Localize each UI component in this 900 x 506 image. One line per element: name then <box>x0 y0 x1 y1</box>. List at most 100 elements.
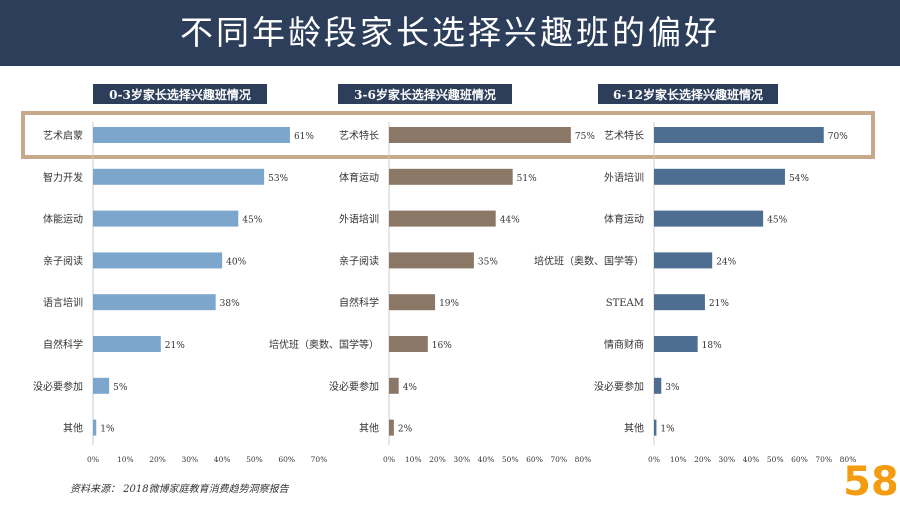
tick-label: 0% <box>383 455 395 464</box>
bar <box>389 419 394 436</box>
category-label: 其他 <box>359 422 379 435</box>
source-note: 资料来源： 2018微博家庭教育消费趋势洞察报告 <box>70 484 289 495</box>
bar <box>654 210 764 227</box>
category-label: 艺术启蒙 <box>43 129 83 142</box>
category-label: 亲子阅读 <box>339 254 379 267</box>
category-label: 体能运动 <box>43 213 83 226</box>
tick-label: 70% <box>815 455 832 464</box>
bar <box>93 377 110 394</box>
value-label: 21% <box>709 299 729 309</box>
category-label: 体育运动 <box>339 171 379 184</box>
tick-label: 20% <box>149 455 166 464</box>
value-label: 1% <box>100 425 115 435</box>
value-label: 24% <box>716 257 736 267</box>
bar <box>654 294 705 311</box>
category-label: 培优班（奥数、国学等） <box>269 338 379 351</box>
panel-title-bg <box>93 84 267 104</box>
value-label: 5% <box>113 383 128 393</box>
tick-label: 60% <box>278 455 295 464</box>
bar <box>93 127 290 143</box>
value-label: 70% <box>828 132 848 142</box>
panel-title: 6-12岁家长选择兴趣班情况 <box>613 87 763 102</box>
tick-label: 30% <box>453 455 470 464</box>
tick-label: 40% <box>478 455 495 464</box>
value-label: 1% <box>660 425 675 435</box>
tick-label: 0% <box>87 455 99 464</box>
category-label: 外语培训 <box>339 213 379 226</box>
tick-label: 10% <box>670 455 687 464</box>
category-label: 外语培训 <box>604 171 644 184</box>
tick-label: 50% <box>502 455 519 464</box>
tick-label: 60% <box>791 455 808 464</box>
value-label: 54% <box>789 174 809 184</box>
tick-label: 80% <box>575 455 592 464</box>
panel-title: 3-6岁家长选择兴趣班情况 <box>354 87 496 102</box>
value-label: 53% <box>268 174 288 184</box>
tick-label: 10% <box>405 455 422 464</box>
category-label: 艺术特长 <box>339 130 379 142</box>
value-label: 18% <box>702 341 722 351</box>
value-label: 16% <box>432 341 452 351</box>
tick-label: 70% <box>311 455 328 464</box>
bar <box>654 377 662 394</box>
value-label: 19% <box>439 299 459 309</box>
value-label: 35% <box>478 257 498 267</box>
bar <box>389 127 571 143</box>
bar <box>389 168 513 185</box>
tick-label: 60% <box>526 455 543 464</box>
tick-label: 10% <box>117 455 134 464</box>
bar <box>93 168 265 185</box>
category-label: 其他 <box>624 422 644 435</box>
panel-title-bg <box>598 84 778 104</box>
bar <box>654 419 657 436</box>
bar <box>389 336 428 352</box>
bar <box>654 336 698 352</box>
tick-label: 20% <box>429 455 446 464</box>
highlight-box <box>21 111 875 159</box>
tick-label: 30% <box>718 455 735 464</box>
value-label: 3% <box>665 383 680 393</box>
tick-label: 40% <box>743 455 760 464</box>
bar <box>654 168 785 185</box>
panel-title-bg <box>338 84 512 104</box>
tick-label: 80% <box>840 455 857 464</box>
tick-label: 50% <box>246 455 263 464</box>
tick-label: 0% <box>648 455 660 464</box>
category-label: 亲子阅读 <box>43 254 83 267</box>
bar <box>389 252 474 269</box>
tick-label: 50% <box>767 455 784 464</box>
value-label: 4% <box>403 383 418 393</box>
title-banner <box>0 0 900 66</box>
category-label: 没必要参加 <box>33 380 83 393</box>
bar <box>93 336 161 352</box>
tick-label: 20% <box>694 455 711 464</box>
logo-text: 58 <box>846 459 896 502</box>
value-label: 51% <box>517 174 537 184</box>
category-label: 自然科学 <box>339 296 379 309</box>
category-label: 没必要参加 <box>594 380 644 393</box>
bar <box>93 210 239 227</box>
category-label: 没必要参加 <box>329 380 379 393</box>
category-label: 艺术特长 <box>604 130 644 142</box>
value-label: 21% <box>165 341 185 351</box>
category-label: 其他 <box>63 422 83 435</box>
value-label: 45% <box>242 216 262 226</box>
value-label: 44% <box>500 216 520 226</box>
value-label: 75% <box>575 132 595 142</box>
value-label: 2% <box>398 425 413 435</box>
bar <box>93 419 97 436</box>
category-label: 语言培训 <box>43 296 83 309</box>
category-label: 自然科学 <box>43 338 83 351</box>
category-label: 体育运动 <box>604 213 644 226</box>
tick-label: 30% <box>182 455 199 464</box>
value-label: 45% <box>767 216 787 226</box>
category-label: 情商财商 <box>604 338 644 351</box>
bar <box>389 210 496 227</box>
tick-label: 70% <box>550 455 567 464</box>
value-label: 40% <box>226 257 246 267</box>
brand-logo: 58 <box>846 459 896 502</box>
bar <box>654 127 824 143</box>
panel-title: 0-3岁家长选择兴趣班情况 <box>109 87 251 102</box>
